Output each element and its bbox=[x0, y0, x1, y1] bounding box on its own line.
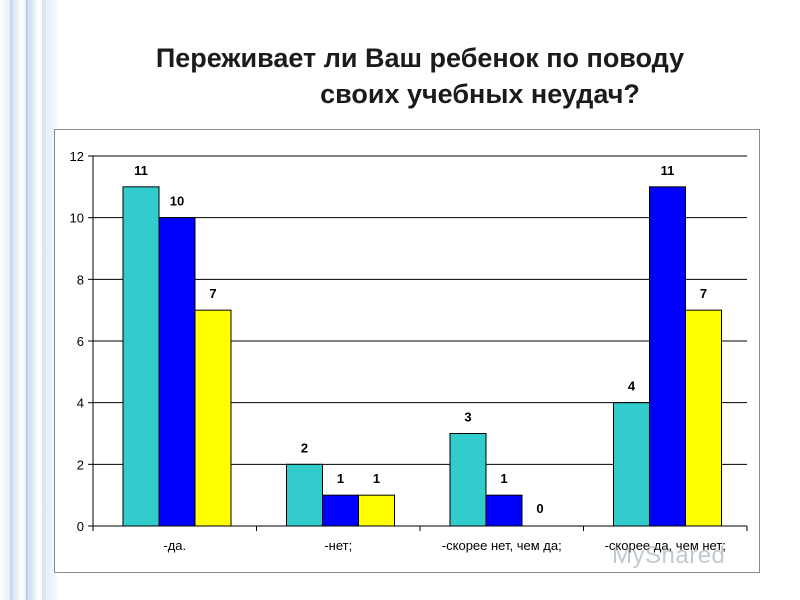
chart-frame: 0 2 4 6 8 10 12 -да. -нет; -скорее нет, чем да; -с… bbox=[54, 129, 760, 573]
title-line-2: своих учебных неудач? bbox=[320, 79, 640, 109]
data-label: 3 bbox=[464, 410, 471, 425]
x-tick-label: -скорее да, чем нет; bbox=[605, 538, 726, 553]
data-label: 4 bbox=[628, 379, 636, 394]
y-tick-label: 12 bbox=[70, 149, 84, 164]
bar-s3-c4 bbox=[685, 309, 722, 527]
y-tick-label: 8 bbox=[77, 272, 84, 287]
left-decoration bbox=[0, 0, 60, 600]
data-label: 11 bbox=[661, 163, 675, 178]
page-title: Переживает ли Ваш ребенок по поводу свои… bbox=[80, 40, 760, 112]
y-tick-label: 0 bbox=[77, 519, 84, 534]
data-label: 1 bbox=[373, 471, 380, 486]
x-tick-label: -скорее нет, чем да; bbox=[442, 538, 562, 553]
data-label: 11 bbox=[134, 163, 148, 178]
bar-s1-c4 bbox=[613, 402, 650, 527]
bar-s2-c4 bbox=[649, 186, 686, 527]
bar-s3-c2 bbox=[358, 494, 395, 527]
x-tick-label: -да. bbox=[163, 538, 186, 553]
bar-s1-c3 bbox=[449, 433, 487, 527]
watermark: MyShared bbox=[612, 542, 726, 569]
y-tick-label: 6 bbox=[77, 334, 84, 349]
data-label: 2 bbox=[301, 440, 308, 455]
x-tick-label: -нет; bbox=[324, 538, 352, 553]
bar-s2-c1 bbox=[158, 217, 196, 527]
bar-s1-c1 bbox=[122, 186, 160, 527]
data-label: 10 bbox=[170, 194, 184, 209]
y-tick-label: 4 bbox=[77, 396, 84, 411]
bar-s1-c2 bbox=[286, 463, 323, 527]
data-label: 7 bbox=[209, 286, 216, 301]
data-label: 0 bbox=[536, 501, 543, 516]
data-label: 1 bbox=[500, 471, 507, 486]
data-label: 7 bbox=[700, 286, 707, 301]
y-tick-label: 10 bbox=[70, 211, 84, 226]
bar-s2-c2 bbox=[322, 494, 359, 527]
data-label: 1 bbox=[337, 471, 344, 486]
bar-s3-c1 bbox=[194, 309, 232, 527]
y-tick-label: 2 bbox=[77, 457, 84, 472]
title-line-1: Переживает ли Ваш ребенок по поводу bbox=[155, 43, 685, 73]
bar-s2-c3 bbox=[485, 494, 523, 527]
